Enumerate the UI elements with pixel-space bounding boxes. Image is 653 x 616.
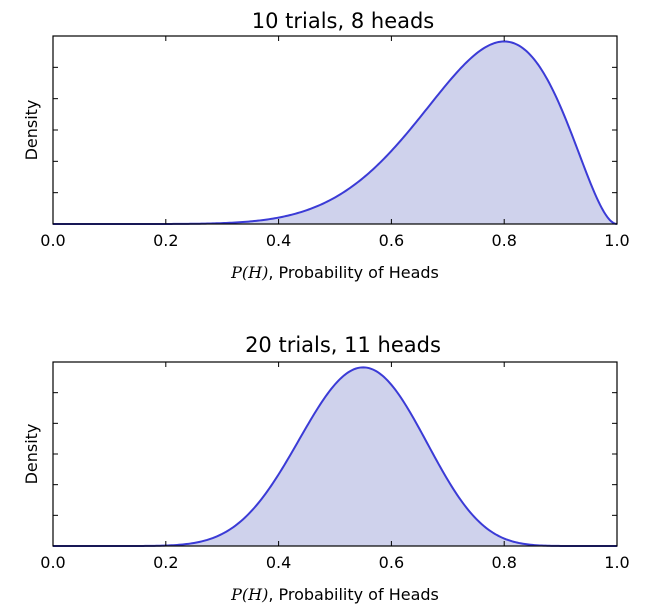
y-axis-label: Density [22,424,41,485]
y-axis-label: Density [22,100,41,161]
x-axis-label-text: , Probability of Heads [268,263,439,282]
chart-1: 0.0 0.2 0.4 0.6 0.8 1.0 10 trials, 8 heads P(H)… [22,9,630,282]
x-tick-label: 0.8 [491,231,516,250]
x-tick-label: 0.4 [266,553,291,572]
x-tick-label: 0.2 [153,231,178,250]
chart-title: 10 trials, 8 heads [252,9,435,33]
density-area [53,367,617,546]
x-tick-label: 1.0 [604,231,629,250]
density-area [53,41,617,225]
x-axis-label: P(H), Probability of Heads [230,585,439,604]
x-tick-label: 0.2 [153,553,178,572]
x-tick-label: 0.6 [379,231,404,250]
x-tick-label: 0.4 [266,231,291,250]
x-tick-label: 1.0 [604,553,629,572]
x-axis-label-math: P(H) [230,585,268,604]
x-tick-label: 0.0 [40,553,65,572]
x-axis-label-math: P(H) [230,263,268,282]
chart-2: 0.0 0.2 0.4 0.6 0.8 1.0 20 trials, 11 heads P(H… [22,333,630,604]
x-tick-label: 0.0 [40,231,65,250]
x-axis-label-text: , Probability of Heads [268,585,439,604]
chart-title: 20 trials, 11 heads [245,333,441,357]
x-tick-label: 0.6 [379,553,404,572]
x-axis-label: P(H), Probability of Heads [230,263,439,282]
x-tick-label: 0.8 [491,553,516,572]
